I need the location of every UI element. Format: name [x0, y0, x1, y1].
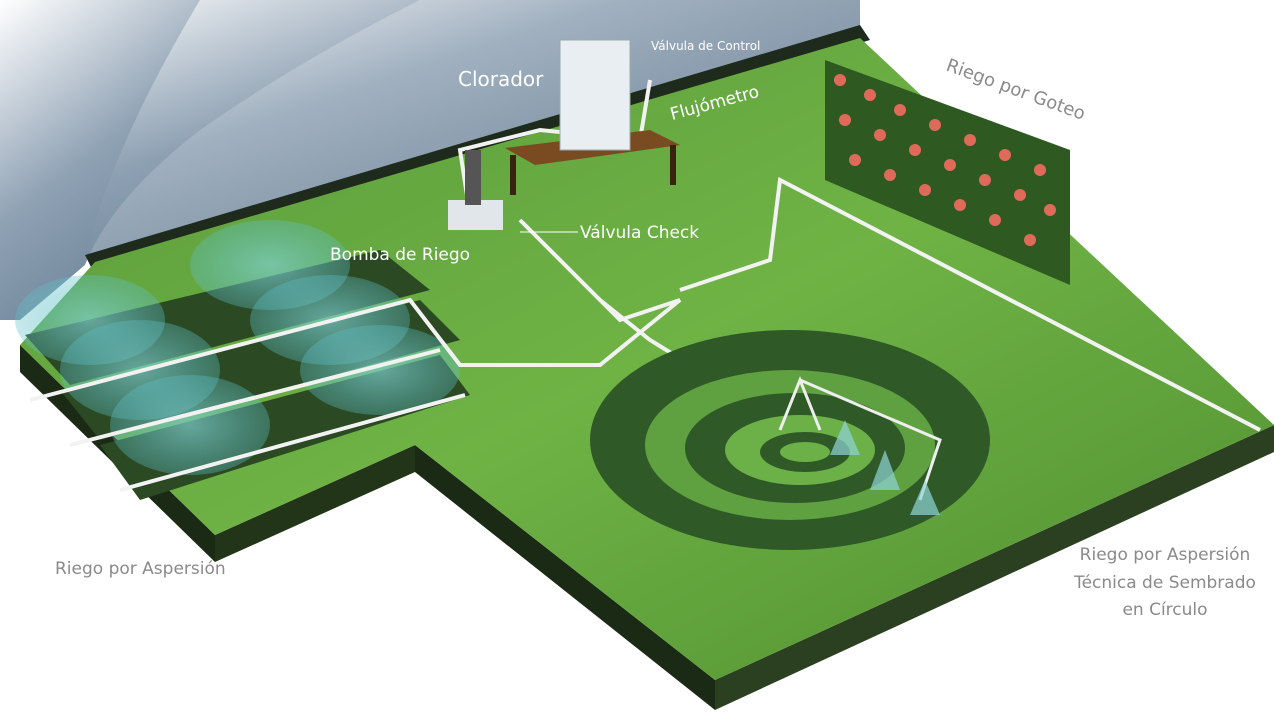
water [0, 0, 420, 320]
side [715, 425, 1274, 710]
pipes [29, 79, 1261, 492]
equipment [448, 39, 680, 230]
label-clorador: Clorador [458, 67, 544, 91]
circular-field [590, 330, 990, 550]
label-circulo: Técnica de Sembrado [1073, 573, 1256, 593]
label-circulo: Riego por Aspersión [1080, 545, 1251, 565]
water-back [85, 0, 860, 260]
label-valvula-check: Válvula Check [580, 223, 699, 243]
crops [825, 60, 1070, 285]
label-bomba: Bomba de Riego [330, 245, 470, 265]
side [215, 445, 415, 562]
sprinkler-field [15, 220, 470, 500]
label-aspersion: Riego por Aspersión [55, 559, 226, 579]
label-valvula-control: Válvula de Control [651, 39, 760, 53]
side [415, 445, 715, 710]
label-circulo: en Círculo [1122, 600, 1207, 620]
